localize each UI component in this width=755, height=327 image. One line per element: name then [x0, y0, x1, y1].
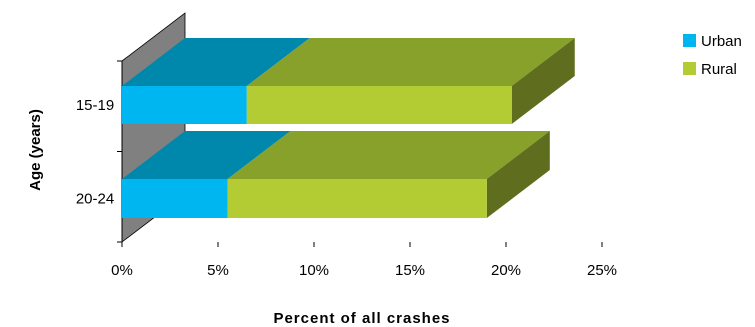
y-tick-label: 15-19 — [76, 97, 114, 114]
x-tick-label: 0% — [111, 262, 133, 279]
bars — [122, 38, 575, 218]
x-tick-label: 10% — [299, 262, 329, 279]
legend-label: Urban — [701, 33, 742, 50]
y-axis-ticks — [117, 60, 122, 243]
bar-front-face — [122, 86, 247, 124]
legend: Urban Rural — [683, 33, 742, 78]
bar-front-face — [122, 179, 228, 218]
x-tick-label: 5% — [207, 262, 229, 279]
x-tick-label: 15% — [395, 262, 425, 279]
y-tick-label: 20-24 — [76, 191, 114, 208]
legend-swatch — [683, 34, 696, 47]
bar-urban-15-19 — [122, 38, 310, 124]
bar-front-face — [227, 179, 487, 218]
legend-item-rural: Rural — [683, 61, 737, 78]
x-tick-labels: 0% 5% 10% 15% 20% 25% — [111, 262, 617, 279]
legend-swatch — [683, 62, 696, 75]
bar-rural-20-24 — [227, 131, 550, 218]
y-axis-title: Age (years) — [27, 109, 44, 191]
legend-item-urban: Urban — [683, 33, 742, 50]
bar-rural-15-19 — [246, 38, 575, 124]
bar-side-face — [486, 131, 550, 218]
legend-label: Rural — [701, 61, 737, 78]
x-tick-label: 25% — [587, 262, 617, 279]
bar-top-face — [122, 131, 291, 179]
x-tick-label: 20% — [491, 262, 521, 279]
bar-front-face — [246, 86, 512, 124]
x-axis-ticks — [121, 242, 603, 247]
bar-top-face — [246, 38, 575, 86]
bar-top-face — [122, 38, 310, 86]
bar-urban-20-24 — [122, 131, 291, 218]
y-tick-labels: 15-19 20-24 — [76, 97, 114, 208]
bar-side-face — [511, 38, 575, 124]
bar-top-face — [227, 131, 550, 179]
x-axis-title: Percent of all crashes — [273, 310, 450, 327]
